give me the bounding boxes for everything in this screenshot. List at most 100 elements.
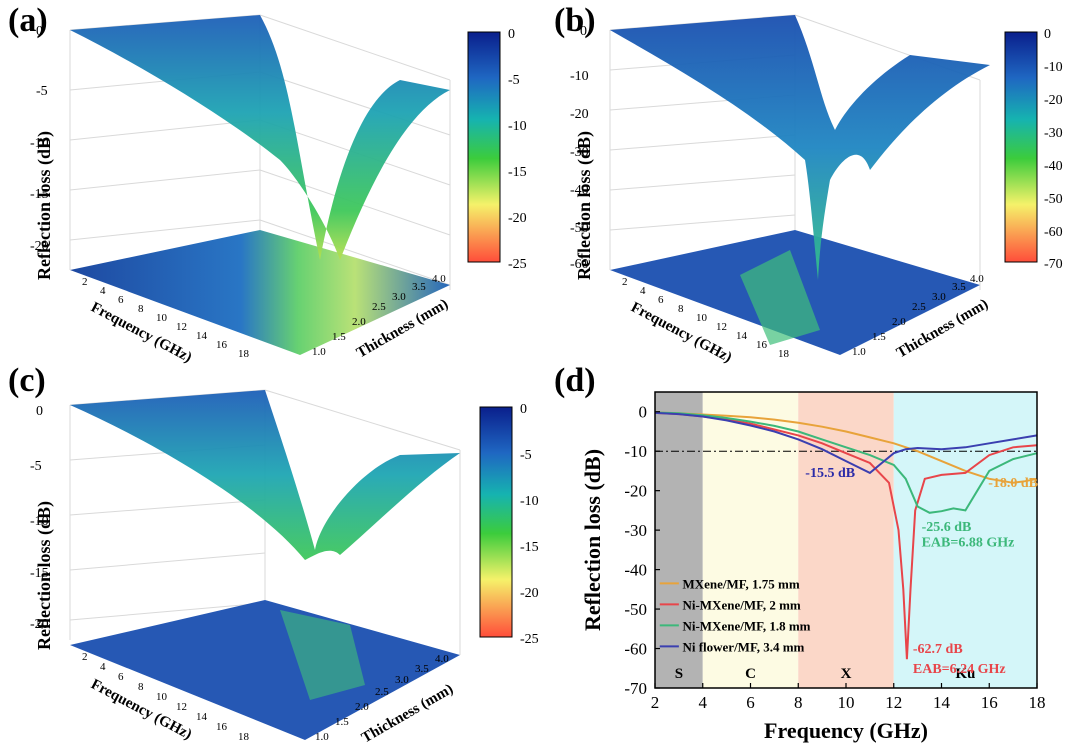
svg-text:0: 0 bbox=[520, 402, 527, 417]
svg-text:8: 8 bbox=[138, 681, 144, 693]
svg-text:-20: -20 bbox=[520, 586, 539, 601]
svg-text:3.0: 3.0 bbox=[395, 674, 409, 686]
svg-text:3.5: 3.5 bbox=[412, 281, 426, 293]
z-axis-title-a: Reflection loss (dB) bbox=[34, 131, 55, 280]
series-line bbox=[654, 411, 1038, 475]
band-c bbox=[702, 392, 799, 688]
series-line bbox=[654, 411, 1038, 514]
svg-text:1.5: 1.5 bbox=[872, 331, 886, 343]
svg-text:-25: -25 bbox=[508, 257, 527, 272]
x-tick-label: 6 bbox=[746, 693, 755, 712]
y-ticks-b: 1.0 1.5 2.0 2.5 3.0 3.5 4.0 bbox=[852, 273, 984, 358]
svg-text:1.0: 1.0 bbox=[312, 346, 326, 358]
svg-text:16: 16 bbox=[216, 721, 228, 733]
svg-text:10: 10 bbox=[156, 691, 168, 703]
x-axis-title: Frequency (GHz) bbox=[764, 718, 928, 743]
x-ticks-c: 2 4 6 8 10 12 14 16 18 bbox=[82, 651, 250, 743]
svg-text:-20: -20 bbox=[30, 617, 49, 632]
annotation-label: -62.7 dB bbox=[913, 642, 963, 657]
colorbar-ticks-c: 0 -5 -10 -15 -20 -25 bbox=[520, 402, 539, 647]
svg-text:-5: -5 bbox=[508, 73, 520, 88]
svg-text:6: 6 bbox=[118, 294, 124, 306]
band-label: S bbox=[675, 666, 683, 682]
svg-text:4.0: 4.0 bbox=[432, 273, 446, 285]
z-tick: -15 bbox=[30, 187, 49, 202]
svg-text:0: 0 bbox=[1044, 27, 1051, 42]
svg-text:0: 0 bbox=[508, 27, 515, 42]
band-ku bbox=[893, 392, 1037, 688]
svg-text:16: 16 bbox=[216, 339, 228, 351]
svg-text:3.5: 3.5 bbox=[415, 663, 429, 675]
svg-text:-25: -25 bbox=[520, 632, 539, 647]
y-tick-label: -20 bbox=[624, 482, 647, 501]
svg-text:18: 18 bbox=[238, 348, 250, 360]
y-tick-label: -60 bbox=[624, 640, 647, 659]
svg-text:14: 14 bbox=[196, 330, 208, 342]
x-tick-label: 4 bbox=[699, 693, 708, 712]
y-tick-label: 0 bbox=[639, 403, 648, 422]
x-tick-label: 10 bbox=[838, 693, 855, 712]
svg-text:2: 2 bbox=[82, 651, 88, 663]
z-axis-title-c: Reflection loss (dB) bbox=[34, 501, 55, 650]
z-tick: -20 bbox=[30, 239, 49, 254]
svg-text:18: 18 bbox=[778, 348, 790, 360]
svg-text:2.5: 2.5 bbox=[375, 686, 389, 698]
svg-text:-15: -15 bbox=[520, 540, 539, 555]
colorbar-ticks-a: 0 -5 -10 -15 -20 -25 bbox=[508, 27, 527, 272]
band-s bbox=[655, 392, 703, 688]
y-tick-label: -40 bbox=[624, 561, 647, 580]
svg-text:-30: -30 bbox=[570, 145, 589, 160]
svg-text:0: 0 bbox=[580, 24, 587, 39]
z-tick: 0 bbox=[36, 24, 43, 39]
panel-label-c: (c) bbox=[8, 362, 46, 399]
svg-text:10: 10 bbox=[696, 312, 708, 324]
svg-text:-15: -15 bbox=[508, 165, 527, 180]
svg-text:18: 18 bbox=[238, 731, 250, 743]
svg-text:2.5: 2.5 bbox=[372, 301, 386, 313]
svg-text:4: 4 bbox=[100, 661, 106, 673]
svg-text:-10: -10 bbox=[508, 119, 527, 134]
z-axis-ticks-c: 0 -5 -10 -15 -20 bbox=[30, 404, 49, 632]
svg-text:10: 10 bbox=[156, 312, 168, 324]
svg-text:8: 8 bbox=[678, 303, 684, 315]
legend-label: Ni flower/MF, 3.4 mm bbox=[682, 639, 804, 654]
svg-text:-50: -50 bbox=[570, 221, 589, 236]
y-tick-label: -10 bbox=[624, 442, 647, 461]
annotation-label: -15.5 dB bbox=[805, 466, 855, 481]
svg-text:6: 6 bbox=[658, 294, 664, 306]
z-axis-title-b: Reflection loss (dB) bbox=[574, 131, 595, 280]
colorbar-a bbox=[467, 31, 501, 263]
panel-d-line-chart: S C X Ku 2 4 6 8 10 12 14 16 18 0 -10 -20 -30 -40 -50 -60 -7… bbox=[580, 391, 1046, 743]
panel-label-b: (b) bbox=[554, 2, 596, 39]
svg-text:3.5: 3.5 bbox=[952, 281, 966, 293]
svg-text:1.0: 1.0 bbox=[315, 731, 329, 743]
svg-text:12: 12 bbox=[176, 701, 187, 713]
svg-text:2.0: 2.0 bbox=[355, 701, 369, 713]
z-tick: -10 bbox=[30, 136, 49, 151]
svg-text:1.0: 1.0 bbox=[852, 346, 866, 358]
svg-text:-5: -5 bbox=[30, 459, 42, 474]
svg-text:-60: -60 bbox=[570, 257, 589, 272]
svg-text:-20: -20 bbox=[508, 211, 527, 226]
x-ticks-b: 2 4 6 8 10 12 14 16 18 bbox=[622, 276, 790, 360]
y-tick-label: -50 bbox=[624, 600, 647, 619]
svg-text:14: 14 bbox=[736, 330, 748, 342]
annotation-label: -18.0 dB bbox=[988, 476, 1038, 491]
y-ticks-a: 1.0 1.5 2.0 2.5 3.0 3.5 4.0 bbox=[312, 273, 446, 358]
surface-a bbox=[70, 15, 450, 260]
svg-text:4.0: 4.0 bbox=[435, 653, 449, 665]
panel-label-a: (a) bbox=[8, 2, 48, 39]
y-tick-label: -70 bbox=[624, 679, 647, 698]
band-label: C bbox=[745, 666, 756, 682]
x-tick-label: 8 bbox=[794, 693, 803, 712]
y-ticks-c: 1.0 1.5 2.0 2.5 3.0 3.5 4.0 bbox=[315, 653, 449, 743]
panel-a-3d-plot: 0 -5 -10 -15 -20 Reflection loss (dB) 2 … bbox=[30, 14, 527, 365]
svg-text:6: 6 bbox=[118, 671, 124, 683]
svg-text:-70: -70 bbox=[1044, 257, 1063, 272]
z-axis-ticks-a: 0 -5 -10 -15 -20 bbox=[30, 24, 49, 254]
svg-text:16: 16 bbox=[756, 339, 768, 351]
svg-text:-30: -30 bbox=[1044, 126, 1063, 141]
annotation-label: -25.6 dB bbox=[922, 520, 972, 535]
svg-text:4.0: 4.0 bbox=[970, 273, 984, 285]
x-tick-label: 2 bbox=[651, 693, 660, 712]
